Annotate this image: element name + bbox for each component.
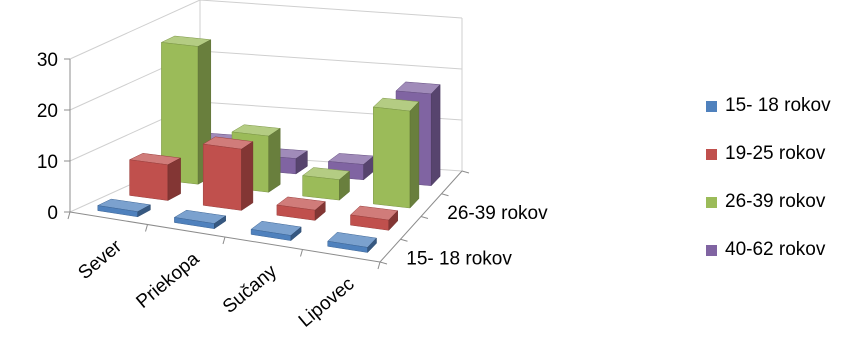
legend-swatch-2 [706,196,717,208]
bar-side-1-1 [241,141,254,211]
z-tick-label-1: 26-39 rokov [447,203,548,224]
bar-1-0 [128,153,182,201]
x-tick-mark-2 [222,236,226,245]
bar-1-3 [349,205,399,231]
x-tick-mark-0 [67,211,71,220]
z-tick-mark-0 [379,261,388,265]
y-tick-label-30: 30 [37,50,58,71]
bar-side-2-2 [339,170,350,201]
legend-item-0: 15- 18 rokov [706,95,831,116]
gridline-30 [69,0,463,60]
legend-item-1: 19-25 rokov [706,143,831,164]
bar-front-1-1 [202,143,242,211]
axis-labels: 0 10 20 30 Sever Priekopa Sučany Lipovec 15- 18 … [37,50,548,332]
axes [64,58,470,270]
x-tick-mark-3 [300,249,303,257]
bar-side-1-3 [388,210,398,231]
z-tick-label-0: 15- 18 rokov [406,249,512,270]
bar-side-3-1 [295,150,308,175]
x-tick-label-3: Lipovec [295,273,359,331]
legend-swatch-0 [706,100,717,112]
bar-side-1-0 [167,157,181,201]
legend-label-0: 15- 18 rokov [725,95,831,116]
z-tick-mark-2 [420,216,429,219]
legend-label-3: 40-62 rokov [725,239,826,260]
bar-2-2 [301,167,351,201]
legend-swatch-1 [706,148,717,160]
legend-label-1: 19-25 rokov [725,143,826,164]
z-tick-mark-4 [461,170,470,174]
y-tick-label-0: 0 [47,203,58,224]
bar-0-0 [96,198,152,218]
bar-side-0-3 [367,237,377,254]
bar-side-0-2 [290,226,302,242]
bar-side-0-0 [137,204,151,218]
bar-1-2 [276,196,326,221]
bar-side-1-2 [314,201,326,221]
x-tick-label-0: Sever [74,236,126,284]
bar-front-1-0 [129,159,169,201]
bar-2-3 [372,97,420,209]
y-tick-label-20: 20 [37,101,58,122]
bar-0-3 [327,232,378,254]
x-tick-label-2: Sučany [219,261,281,318]
bar-side-0-1 [214,215,226,230]
bar-1-1 [202,136,254,211]
bar-side-3-3 [430,83,441,187]
legend-label-2: 26-39 rokov [725,191,826,212]
legend-item-2: 26-39 rokov [706,191,831,212]
bar-side-2-1 [268,127,281,193]
legend-item-3: 40-62 rokov [706,239,831,260]
x-tick-mark-1 [145,224,148,232]
z-tick-mark-1 [400,238,408,242]
z-tick-mark-3 [441,193,449,197]
legend: 15- 18 rokov 19-25 rokov 26-39 rokov 40-… [706,95,831,288]
y-tick-label-10: 10 [37,152,58,173]
bars [96,35,441,254]
bar-front-2-2 [302,175,340,201]
x-tick-label-1: Priekopa [133,248,204,313]
legend-swatch-3 [706,244,717,256]
bar-0-1 [173,209,227,230]
bar-side-2-3 [409,101,420,209]
x-tick-mark-4 [377,261,381,270]
bar-0-2 [250,220,302,242]
bar-front-2-3 [373,106,411,209]
